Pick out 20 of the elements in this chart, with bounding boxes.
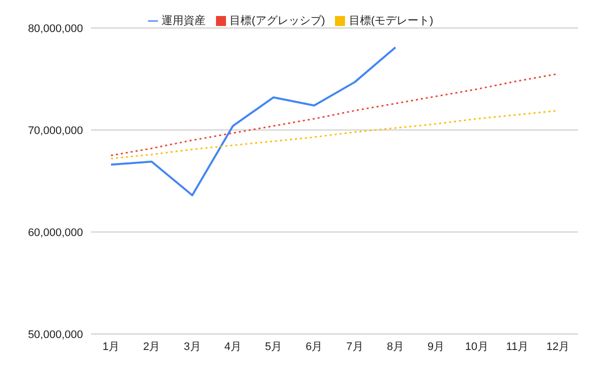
x-tick-label: 12月 <box>546 340 570 353</box>
y-tick-label: 80,000,000 <box>28 22 83 35</box>
x-tick-label: 2月 <box>143 340 160 353</box>
x-tick-label: 5月 <box>264 340 282 353</box>
x-tick-label: 4月 <box>224 340 242 353</box>
legend-label: 目標(アグレッシブ) <box>230 15 325 27</box>
y-tick-label: 60,000,000 <box>28 226 83 239</box>
x-tick-label: 9月 <box>428 340 445 353</box>
x-tick-label: 6月 <box>306 340 323 353</box>
x-tick-label: 8月 <box>386 340 404 353</box>
x-tick-label: 3月 <box>184 340 201 353</box>
x-tick-label: 7月 <box>346 340 364 353</box>
legend-label: 目標(モデレート) <box>349 15 434 27</box>
y-tick-label: 50,000,000 <box>28 328 83 341</box>
x-tick-label: 11月 <box>506 340 529 353</box>
line-series <box>110 46 396 196</box>
y-tick-label: 70,000,000 <box>28 124 83 137</box>
x-tick-label: 1月 <box>102 340 120 353</box>
x-tick-label: 10月 <box>465 340 488 353</box>
legend-label: 運用資産 <box>162 15 206 27</box>
